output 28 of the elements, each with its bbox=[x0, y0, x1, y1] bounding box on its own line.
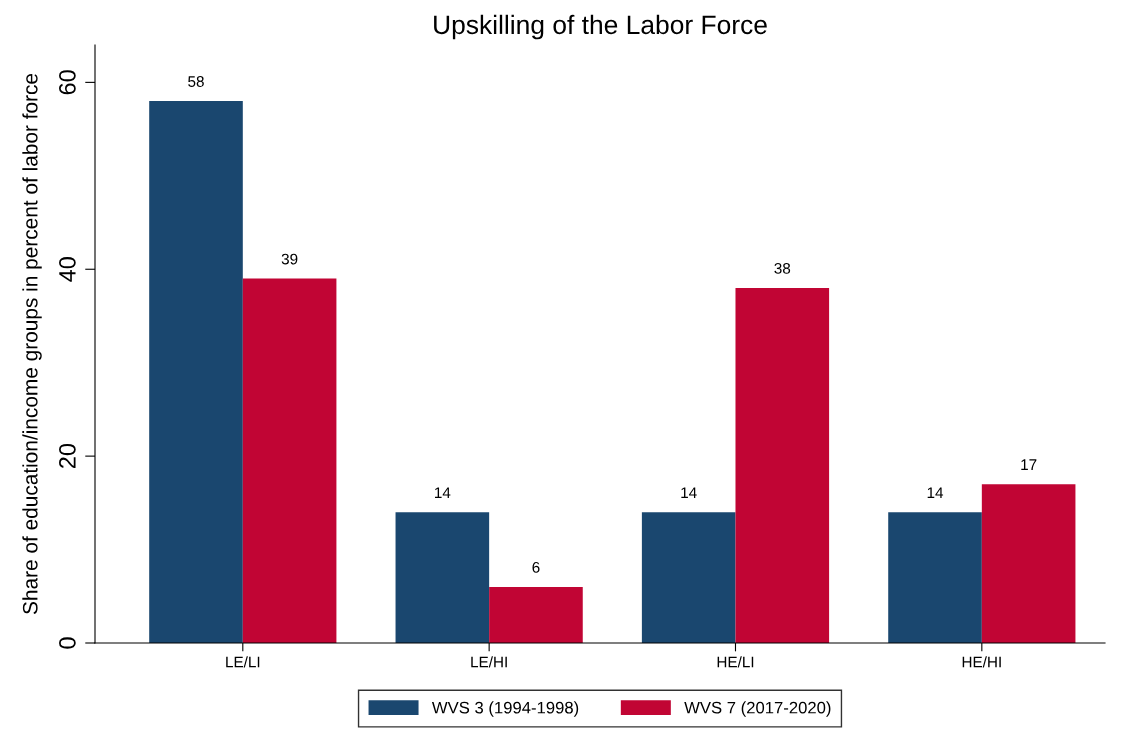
y-axis-title: Share of education/income groups in percent of labor force bbox=[22, 73, 42, 615]
bar bbox=[641, 512, 736, 643]
data-label: 14 bbox=[435, 487, 451, 498]
data-label: 14 bbox=[927, 487, 944, 498]
x-tick-label: HE/LI bbox=[717, 656, 754, 668]
bar bbox=[149, 101, 243, 643]
y-tick-label: 0 bbox=[59, 637, 76, 649]
data-label: 39 bbox=[281, 253, 298, 265]
y-tick-label: 60 bbox=[59, 70, 76, 95]
bar bbox=[489, 586, 583, 643]
x-tick-label: HE/HI bbox=[962, 656, 1001, 668]
y-tick-label: 20 bbox=[59, 443, 76, 469]
y-tick-label: 40 bbox=[59, 257, 76, 282]
legend-label: WVS 7 (2017-2020) bbox=[684, 701, 831, 717]
x-tick-label: LE/HI bbox=[471, 656, 507, 668]
bar bbox=[242, 278, 337, 643]
data-label: 17 bbox=[1021, 459, 1037, 470]
x-tick-label: LE/LI bbox=[226, 656, 260, 668]
data-label: 58 bbox=[188, 76, 204, 87]
data-label: 38 bbox=[774, 262, 791, 274]
bar bbox=[735, 287, 830, 643]
data-label: 14 bbox=[681, 487, 697, 498]
bar bbox=[981, 484, 1076, 643]
data-label: 6 bbox=[532, 561, 540, 573]
bar bbox=[888, 512, 982, 643]
legend-label: WVS 3 (1994-1998) bbox=[431, 701, 579, 717]
chart-title: Upskilling of the Labor Force bbox=[434, 14, 767, 40]
bar bbox=[395, 512, 490, 643]
